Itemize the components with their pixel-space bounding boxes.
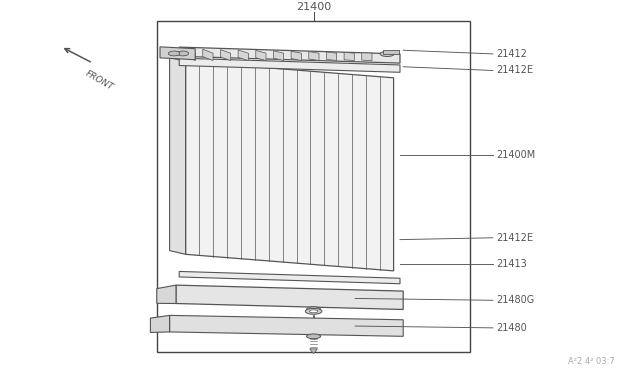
Text: 21400M: 21400M xyxy=(496,150,535,160)
Polygon shape xyxy=(185,49,195,61)
Polygon shape xyxy=(256,51,266,61)
Polygon shape xyxy=(273,51,284,61)
Polygon shape xyxy=(179,47,400,63)
Polygon shape xyxy=(238,50,248,61)
Text: 21412E: 21412E xyxy=(496,233,533,243)
Polygon shape xyxy=(179,58,400,72)
Polygon shape xyxy=(220,49,230,61)
Polygon shape xyxy=(203,49,213,61)
Text: 21480G: 21480G xyxy=(496,295,534,305)
Polygon shape xyxy=(160,47,195,60)
Text: 21412: 21412 xyxy=(496,49,527,59)
Text: FRONT: FRONT xyxy=(84,68,115,92)
Ellipse shape xyxy=(168,51,180,56)
Text: 21400: 21400 xyxy=(296,1,332,12)
Ellipse shape xyxy=(177,51,189,56)
Ellipse shape xyxy=(310,310,318,313)
Text: 21413: 21413 xyxy=(496,259,527,269)
Polygon shape xyxy=(176,285,403,310)
Polygon shape xyxy=(344,52,355,61)
Polygon shape xyxy=(179,272,400,284)
Text: 21412E: 21412E xyxy=(496,65,533,76)
Polygon shape xyxy=(150,315,170,333)
Polygon shape xyxy=(157,285,176,304)
Ellipse shape xyxy=(307,334,321,339)
Polygon shape xyxy=(308,52,319,61)
Polygon shape xyxy=(326,52,337,61)
Bar xyxy=(157,21,470,352)
Ellipse shape xyxy=(305,308,322,314)
Text: A²2 4² 03:7: A²2 4² 03:7 xyxy=(568,357,614,366)
Polygon shape xyxy=(362,53,372,61)
Polygon shape xyxy=(291,51,301,61)
Polygon shape xyxy=(186,61,394,271)
Ellipse shape xyxy=(307,307,321,312)
Polygon shape xyxy=(383,49,399,54)
Polygon shape xyxy=(170,315,403,336)
Text: 21480: 21480 xyxy=(496,323,527,333)
Polygon shape xyxy=(310,349,317,354)
Polygon shape xyxy=(170,58,186,254)
Ellipse shape xyxy=(380,51,394,57)
